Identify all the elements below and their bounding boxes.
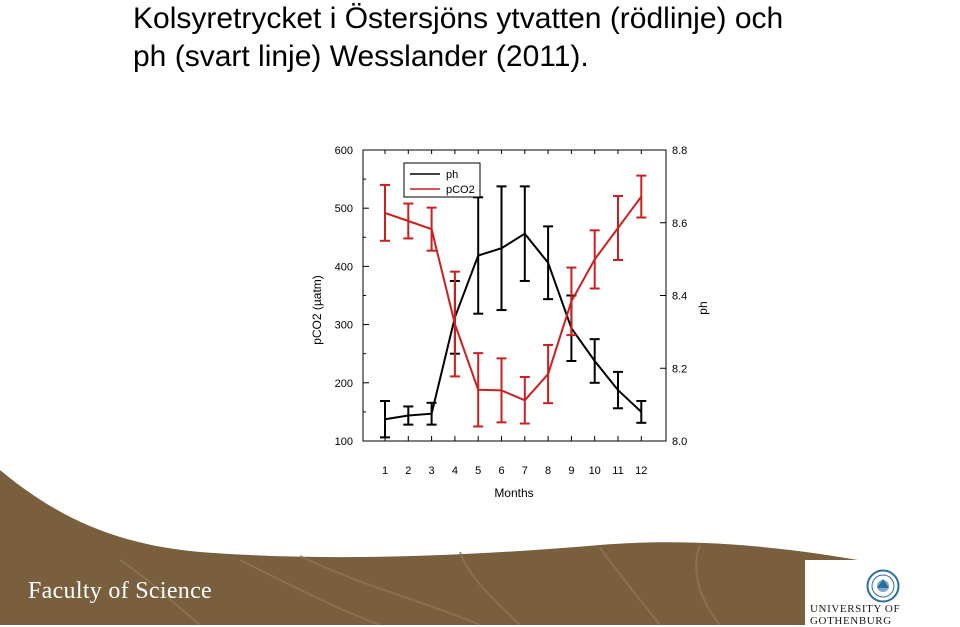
error-bar [543,343,554,405]
y-right-tick-label: 8.2 [672,363,687,375]
error-bar [636,174,647,219]
y-left-tick-label: 600 [335,145,353,157]
error-bar [496,357,507,424]
x-tick-label: 5 [475,465,481,477]
y-left-tick-label: 100 [335,436,353,448]
series-ph [380,185,647,439]
university-name: UNIVERSITY OF GOTHENBURG [810,603,901,627]
error-bar [473,352,484,428]
x-tick-label: 4 [452,465,458,477]
error-bar [613,194,623,261]
error-bar [449,270,460,378]
error-bar [519,375,530,425]
slide-title: Kolsyretrycket i Östersjöns ytvatten (rö… [133,0,933,76]
legend-label: pCO2 [446,184,475,196]
y-left-tick-label: 300 [335,320,353,332]
x-tick-label: 6 [498,465,504,477]
error-bar [496,185,507,312]
error-bar [403,202,414,240]
error-bar [566,266,577,337]
error-bar [380,183,390,242]
legend-label: ph [446,169,458,181]
y-left-tick-label: 400 [335,261,353,273]
error-bar [589,229,600,290]
x-tick-label: 2 [405,465,411,477]
y-axis-right-label: ph [696,301,710,314]
y-right-tick-label: 8.4 [672,291,687,303]
x-tick-label: 10 [589,465,601,477]
slide-title-line-1: Kolsyretrycket i Östersjöns ytvatten (rö… [133,2,784,35]
x-axis-label: Months [494,486,533,500]
x-tick-label: 1 [382,465,388,477]
x-tick-label: 12 [635,465,647,477]
series-pco2 [380,174,647,428]
error-bar [426,401,437,426]
y-axis-left-label: pCO2 (µatm) [310,275,324,345]
slide-title-line-2: ph (svart linje) Wesslander (2011). [133,40,589,73]
x-tick-label: 3 [429,465,435,477]
error-bar [519,185,530,282]
y-left-tick-label: 500 [335,203,353,215]
y-left-tick-label: 200 [335,378,353,390]
error-bar [426,206,437,252]
series-line [384,232,642,421]
x-tick-label: 7 [522,465,528,477]
error-bar [589,338,600,384]
y-right-tick-label: 8.8 [672,145,687,157]
legend-box [403,162,481,198]
faculty-name: Faculty of Science [28,578,213,604]
x-tick-label: 8 [545,465,551,477]
error-bar [613,370,623,410]
y-right-tick-label: 8.0 [672,436,687,448]
error-bar [403,405,414,426]
series-line [384,196,643,402]
error-bar [543,225,554,301]
x-tick-label: 11 [612,465,623,477]
x-tick-label: 9 [568,465,574,477]
error-bar [636,399,647,424]
university-seal-icon [866,569,900,603]
error-bar [473,196,484,315]
error-bar [380,399,390,439]
y-right-tick-label: 8.6 [672,218,687,230]
